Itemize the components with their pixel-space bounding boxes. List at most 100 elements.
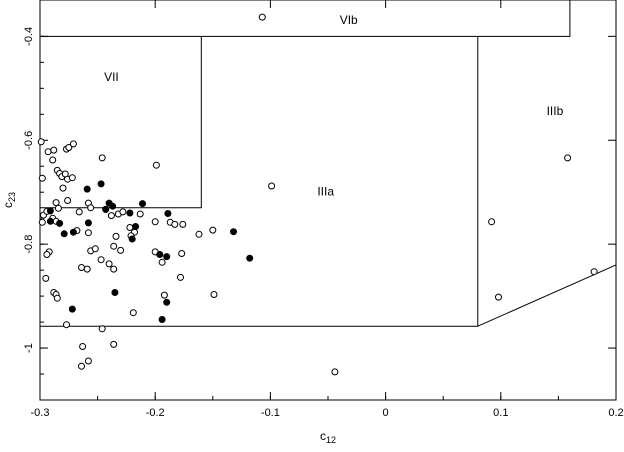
open-data-point <box>178 250 186 257</box>
open-data-point <box>59 184 67 192</box>
open-data-point <box>110 340 118 348</box>
open-data-point <box>331 368 339 376</box>
y-tick-label: -0.6 <box>23 131 35 150</box>
filled-data-point <box>139 200 146 208</box>
filled-data-point <box>83 185 91 193</box>
open-data-point <box>84 357 92 365</box>
filled-data-point <box>109 202 117 210</box>
filled-data-point <box>46 217 54 225</box>
open-data-point <box>44 148 52 156</box>
x-tick-label: 0 <box>383 407 389 419</box>
open-data-point <box>65 144 73 151</box>
open-data-point <box>112 232 120 240</box>
filled-data-point <box>246 254 254 262</box>
x-tick-label: 0.1 <box>493 407 508 419</box>
filled-data-point <box>163 298 171 306</box>
open-data-point <box>126 224 134 231</box>
open-data-point <box>171 220 179 228</box>
open-data-point <box>50 146 58 154</box>
region-boundary-iiib <box>477 264 617 327</box>
region-label-iiia: IIIa <box>317 184 334 198</box>
filled-data-point <box>230 228 237 236</box>
open-data-point <box>64 197 72 204</box>
filled-data-point <box>132 223 140 230</box>
open-data-point <box>38 174 46 182</box>
open-data-point <box>160 291 168 299</box>
open-data-point <box>105 260 113 268</box>
open-data-point <box>43 251 51 258</box>
open-data-point <box>42 274 50 282</box>
filled-data-point <box>111 289 119 296</box>
open-data-point <box>37 138 45 146</box>
open-data-point <box>68 174 76 182</box>
filled-data-point <box>56 219 64 227</box>
filled-data-point <box>84 219 92 227</box>
open-data-point <box>268 182 276 190</box>
open-data-point <box>91 245 99 253</box>
open-data-point <box>110 242 118 250</box>
filled-data-point <box>158 316 166 323</box>
open-data-point <box>258 13 266 21</box>
open-data-point <box>177 273 184 281</box>
y-tick-label: -0.8 <box>23 235 35 254</box>
open-data-point <box>75 208 83 216</box>
open-data-point <box>209 226 217 234</box>
open-data-point <box>179 220 187 228</box>
region-label-iiib: IIIb <box>547 104 564 118</box>
open-data-point <box>87 204 95 212</box>
open-data-point <box>52 199 60 207</box>
open-data-point <box>79 343 87 350</box>
y-tick-label: -1 <box>23 343 35 353</box>
filled-data-point <box>69 228 77 236</box>
open-data-point <box>97 256 105 264</box>
open-data-point <box>210 291 218 298</box>
filled-data-point <box>68 305 76 313</box>
x-tick-label: -0.2 <box>146 407 165 419</box>
open-data-point <box>38 218 46 226</box>
filled-data-point <box>164 210 172 217</box>
filled-data-point <box>46 207 54 215</box>
filled-data-point <box>163 253 171 261</box>
open-data-point <box>107 212 115 220</box>
region-boundary-vii <box>40 36 202 209</box>
open-data-point <box>54 204 62 212</box>
open-data-point <box>488 218 496 226</box>
open-data-point <box>69 140 77 148</box>
open-data-point <box>53 294 61 302</box>
open-data-point <box>98 154 106 162</box>
x-axis-ticks: -0.3 -0.2 -0.1 0 0.1 0.2 <box>31 0 624 419</box>
filled-data-point <box>102 205 110 213</box>
region-labels: VIb VII IIIa IIIb <box>104 13 564 198</box>
region-label-vii: VII <box>104 70 119 84</box>
open-data-point <box>110 265 118 273</box>
filled-data-point <box>128 235 136 243</box>
x-tick-label: 0.2 <box>608 407 623 419</box>
open-data-point <box>49 156 57 164</box>
data-points <box>37 13 598 376</box>
open-data-point <box>129 309 137 317</box>
x-axis-label: c12 <box>320 429 336 445</box>
open-data-point <box>78 362 85 370</box>
x-tick-label: -0.1 <box>261 407 280 419</box>
region-boundary-vib <box>40 0 571 37</box>
region-label-vib: VIb <box>340 13 358 27</box>
open-data-point <box>117 246 125 254</box>
open-data-point <box>590 268 598 276</box>
filled-data-point <box>156 251 164 258</box>
open-data-point <box>63 321 70 329</box>
open-data-point <box>564 154 572 162</box>
open-data-point <box>136 210 144 218</box>
open-data-point <box>83 265 91 273</box>
open-data-point <box>158 258 166 266</box>
filled-data-point <box>60 230 68 238</box>
open-data-point <box>495 293 502 301</box>
open-data-point <box>84 229 92 237</box>
open-data-point <box>195 230 203 238</box>
open-data-point <box>152 161 160 169</box>
x-tick-label: -0.3 <box>31 407 50 419</box>
y-axis-label: c23 <box>1 192 17 208</box>
open-data-point <box>98 325 106 333</box>
filled-data-point <box>97 180 105 188</box>
open-data-point <box>119 208 127 216</box>
